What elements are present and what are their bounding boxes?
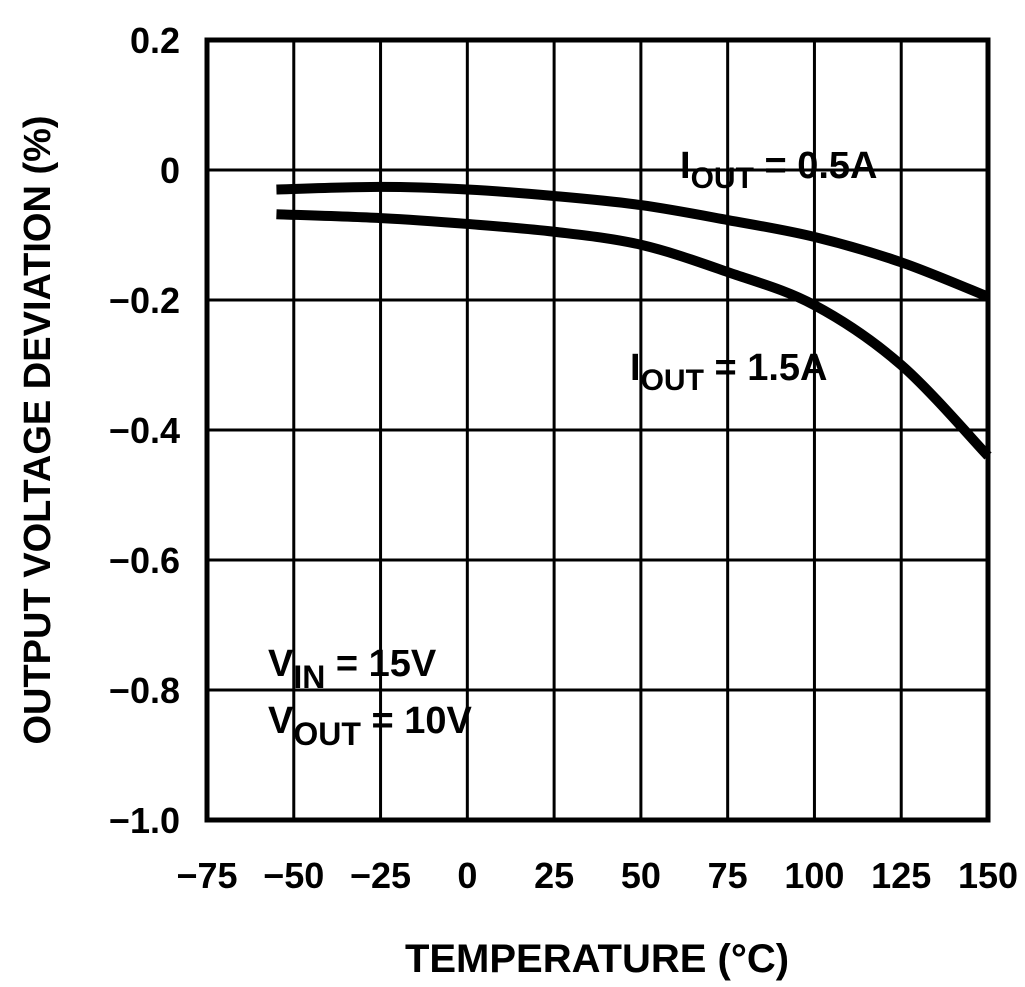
- y-tick-label: 0: [160, 150, 180, 191]
- x-tick-label: 100: [784, 855, 844, 896]
- series-line-1: [276, 209, 992, 460]
- annotation-vout-sub: OUT: [293, 716, 361, 752]
- series-label-1-main: I: [630, 347, 641, 389]
- x-tick-labels: −75 −50 −25 0 25 50 75 100 125 150: [176, 855, 1018, 896]
- annotation-vin: VIN = 15V: [268, 643, 437, 695]
- series-label-0-main: I: [680, 145, 691, 187]
- x-tick-label: 150: [958, 855, 1018, 896]
- x-tick-label: 0: [457, 855, 477, 896]
- annotation-vin-rest: = 15V: [325, 643, 437, 685]
- y-tick-label: −0.2: [109, 280, 180, 321]
- series-label-1: IOUT = 1.5A: [630, 347, 827, 397]
- y-axis-label: OUTPUT VOLTAGE DEVIATION (%): [17, 115, 59, 744]
- y-tick-label: −0.8: [109, 670, 180, 711]
- y-tick-labels: 0.2 0 −0.2 −0.4 −0.6 −0.8 −1.0: [109, 20, 180, 841]
- x-tick-label: 50: [621, 855, 661, 896]
- x-tick-label: 75: [708, 855, 748, 896]
- y-tick-label: −0.4: [109, 410, 180, 451]
- series-group: [276, 181, 992, 460]
- x-tick-label: −50: [263, 855, 324, 896]
- annotation-vout: VOUT = 10V: [268, 700, 472, 752]
- series-label-0-rest: = 0.5A: [754, 145, 878, 187]
- x-tick-label: 25: [534, 855, 574, 896]
- y-tick-label: −1.0: [109, 800, 180, 841]
- annotation-vout-main: V: [268, 700, 294, 742]
- annotation-vin-sub: IN: [293, 659, 325, 695]
- y-tick-label: 0.2: [130, 20, 180, 61]
- x-tick-label: −75: [176, 855, 237, 896]
- series-label-1-rest: = 1.5A: [704, 347, 828, 389]
- y-tick-label: −0.6: [109, 540, 180, 581]
- annotation-vout-rest: = 10V: [361, 700, 473, 742]
- annotation-vin-main: V: [268, 643, 294, 685]
- x-tick-label: −25: [350, 855, 411, 896]
- series-label-0: IOUT = 0.5A: [680, 145, 877, 195]
- plot-frame: [204, 37, 991, 823]
- series-line-0: [276, 181, 990, 302]
- x-tick-label: 125: [871, 855, 931, 896]
- x-axis-label: TEMPERATURE (°C): [405, 937, 789, 981]
- series-label-1-sub: OUT: [641, 364, 704, 397]
- series-label-0-sub: OUT: [691, 162, 754, 195]
